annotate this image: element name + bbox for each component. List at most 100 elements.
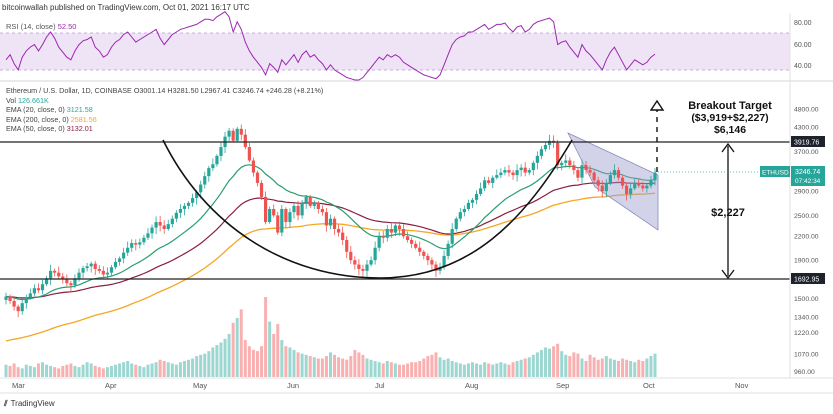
candle-body [268, 208, 272, 223]
volume-bar [308, 356, 312, 377]
volume-bar [57, 368, 61, 377]
candle-body [353, 260, 357, 265]
candle-body [166, 224, 170, 229]
candle-body [300, 202, 304, 216]
volume-bar [523, 358, 527, 377]
candle-body [592, 172, 596, 181]
volume-bar [122, 362, 126, 377]
volume-bar [207, 351, 211, 377]
candle-body [69, 283, 73, 286]
candlesticks [4, 124, 657, 318]
candle-body [243, 134, 247, 148]
rsi-path [5, 11, 656, 81]
volume-bar [142, 367, 146, 377]
candle-body [454, 218, 458, 229]
legend-ema20-row[interactable]: EMA (20, close, 0) 3121.58 [6, 105, 323, 115]
candle-body [369, 260, 373, 265]
candle-body [126, 247, 130, 253]
candle-body [535, 155, 539, 163]
candle-body [40, 284, 45, 291]
candle-body [397, 225, 402, 229]
volume-bar [483, 362, 487, 377]
candle-body [227, 130, 231, 137]
volume-bar [377, 362, 381, 377]
candle-body [499, 172, 503, 176]
volume-bar [507, 364, 511, 377]
legend-ema50-row[interactable]: EMA (50, close, 0) 3132.01 [6, 124, 323, 134]
volume-bar [511, 362, 515, 377]
volume-bar [53, 367, 57, 377]
volume-bar [333, 354, 337, 377]
rsi-legend-label: RSI (14, close) [6, 22, 56, 31]
candle-body [239, 128, 243, 135]
volume-bar [397, 364, 401, 377]
volume-bar [337, 357, 341, 377]
candle-body [430, 260, 434, 265]
volume-bar [12, 363, 16, 377]
candle-body [511, 172, 515, 176]
candle-body [491, 177, 495, 183]
price-tick-label: 4300.00 [794, 124, 819, 131]
volume-bar [61, 365, 65, 377]
candle-body [324, 212, 329, 226]
volume-bar [353, 349, 357, 377]
support-tag-label: 1692.95 [794, 277, 819, 284]
volume-bar [89, 363, 93, 377]
volume-bar [345, 359, 349, 377]
volume-bar [251, 349, 255, 377]
candle-body [450, 228, 454, 244]
rsi-tick-40: 40.00 [794, 63, 812, 70]
candle-body [296, 205, 300, 216]
footer-brand[interactable]: TradingView [10, 399, 55, 408]
volume-bar [612, 359, 616, 377]
volume-bar [564, 354, 568, 377]
candle-body [361, 268, 365, 271]
volume-bar [65, 364, 69, 377]
candle-body [272, 208, 276, 216]
candle-body [629, 188, 633, 195]
volume-bar [438, 357, 442, 377]
volume-bar [284, 346, 288, 377]
legend-symbol-title[interactable]: Ethereum / U.S. Dollar, 1D, COINBASE [6, 86, 132, 95]
candle-body [312, 202, 316, 206]
candle-body [57, 272, 61, 277]
legend-vol-row[interactable]: Vol 126.661K [6, 96, 323, 106]
volume-bar [49, 365, 53, 377]
volume-bar [69, 363, 73, 377]
volume-bar [320, 358, 324, 377]
candle-body [308, 196, 312, 206]
volume-bars [4, 297, 657, 377]
volume-bar [288, 347, 292, 377]
cup-curve [162, 139, 573, 279]
candle-body [377, 236, 381, 248]
volume-bar [158, 359, 162, 377]
candle-body [105, 272, 110, 275]
volume-bar [312, 357, 316, 377]
legend-ema20-value: 3121.58 [66, 105, 93, 114]
candle-body [527, 170, 531, 173]
candle-body [304, 196, 308, 203]
price-tick-label: 1500.00 [794, 296, 819, 303]
candle-body [588, 170, 592, 173]
volume-bar [645, 358, 649, 377]
volume-bar [402, 364, 406, 377]
breakout-arrow-head [649, 99, 665, 111]
candle-body [77, 272, 81, 279]
volume-bar [146, 364, 150, 377]
candle-body [604, 182, 608, 192]
candle-body [203, 176, 207, 185]
volume-bar [357, 352, 361, 377]
legend-ema50-value: 3132.01 [66, 124, 93, 133]
price-tick-label: 1070.00 [794, 351, 819, 358]
volume-bar [24, 364, 28, 377]
volume-bar [519, 359, 523, 377]
volume-bar [154, 362, 158, 377]
time-label: Mar [12, 381, 25, 390]
volume-bar [174, 364, 178, 377]
candle-body [393, 225, 397, 233]
legend-ema200-row[interactable]: EMA (200, close, 0) 2581.56 [6, 115, 323, 125]
volume-bar [166, 362, 170, 377]
candle-body [328, 218, 333, 226]
volume-bar [393, 363, 397, 377]
candle-body [357, 264, 361, 269]
